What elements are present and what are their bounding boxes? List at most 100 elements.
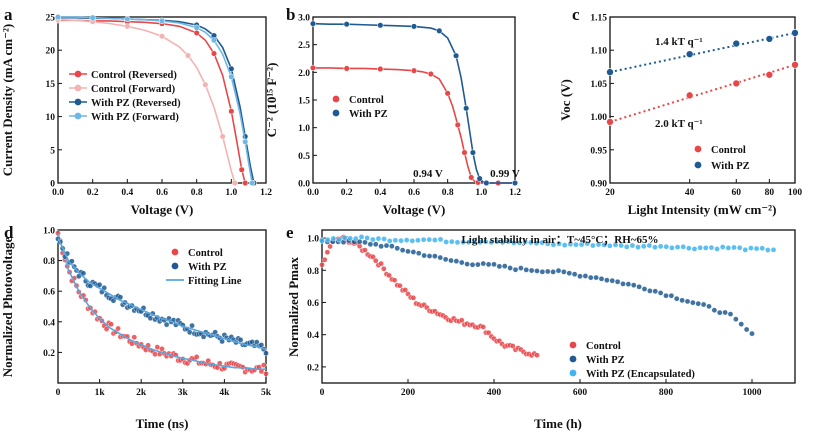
data-point (115, 325, 121, 332)
y-tick-label: 1.5 (298, 97, 310, 107)
data-point (550, 241, 557, 248)
data-point (577, 273, 583, 280)
y-tick-label: 0.4 (307, 331, 319, 341)
y-tick-label: 2.0 (298, 69, 310, 79)
data-point (598, 276, 605, 282)
legend-entry: Control (Forward) (91, 84, 176, 95)
annotation-voltage-pz: 0.99 V (490, 168, 520, 180)
data-point (555, 267, 562, 274)
data-point (499, 239, 506, 246)
legend-swatch (569, 355, 577, 363)
panel-e: e 0 200 400 600 800 1000 0.2 0.4 0.6 0.8 1.0 Time (h… (286, 223, 796, 431)
data-point (708, 244, 715, 251)
data-point (158, 17, 166, 25)
data-point (679, 297, 685, 304)
x-axis-label: Voltage (V) (383, 202, 446, 217)
data-point (341, 234, 348, 241)
x-axis-label: Time (h) (534, 416, 582, 431)
data-point (386, 272, 392, 279)
data-point (719, 244, 726, 250)
data-point (426, 253, 433, 259)
x-tick-label: 0 (56, 388, 61, 398)
data-point (219, 338, 225, 345)
data-point (765, 35, 774, 43)
x-tick-label: 0.0 (307, 188, 319, 198)
data-point (405, 248, 411, 255)
data-point (625, 281, 632, 287)
data-point (736, 244, 743, 251)
data-point (324, 236, 331, 243)
data-point (571, 271, 578, 277)
data-point (237, 337, 244, 343)
data-point (389, 243, 395, 249)
data-point (477, 239, 483, 246)
data-point (686, 245, 692, 251)
data-point (347, 235, 354, 242)
data-point (461, 149, 468, 156)
data-point (496, 263, 503, 270)
data-point (131, 334, 138, 341)
legend-swatch (569, 341, 577, 349)
y-tick-label: 5 (50, 146, 55, 156)
legend: Control With PZ (332, 95, 388, 120)
data-point (727, 311, 734, 317)
series-line (312, 22, 515, 184)
panel-letter: d (4, 223, 14, 242)
data-point (475, 261, 481, 268)
data-point (609, 277, 616, 284)
x-tick-label: 100 (788, 188, 803, 198)
data-point (505, 238, 512, 245)
x-tick-label: 200 (401, 388, 416, 398)
x-tick-label: 0.6 (408, 188, 420, 198)
plot-frame (57, 229, 267, 384)
data-point (695, 300, 702, 307)
data-point (124, 15, 131, 23)
data-point (358, 234, 365, 240)
data-point (370, 254, 376, 260)
data-point (539, 239, 545, 246)
series-with-pz-encapsulated- (319, 234, 777, 253)
data-point (770, 247, 777, 253)
x-tick-label: 1k (95, 388, 106, 398)
data-point (437, 236, 444, 243)
legend-swatch (694, 161, 702, 169)
data-point (742, 247, 749, 253)
data-point (582, 273, 589, 279)
y-axis-label: Normalized Photovoltage (0, 237, 15, 378)
panel-letter: b (286, 5, 295, 24)
data-point (343, 65, 350, 72)
data-point (511, 240, 517, 246)
y-tick-label: 10 (46, 113, 56, 123)
data-point (668, 292, 675, 299)
data-point (458, 317, 465, 324)
data-point (618, 242, 624, 249)
data-point (378, 243, 384, 250)
data-point (377, 65, 384, 73)
y-tick-label: 3.0 (298, 14, 310, 24)
data-point (375, 235, 382, 242)
data-point (732, 79, 741, 88)
data-point (228, 108, 235, 115)
legend-swatch (74, 98, 82, 106)
legend-entry: With PZ (Reversed) (91, 98, 181, 109)
data-point (791, 29, 799, 37)
legend: Control With PZ Fitting Line (166, 248, 242, 287)
legend: Control With PZ (694, 145, 750, 172)
data-point (426, 236, 433, 243)
data-point (402, 287, 409, 293)
x-tick-label: 5k (261, 388, 272, 398)
data-point (539, 269, 546, 275)
data-point (454, 239, 461, 246)
legend-entry: Control (711, 145, 746, 156)
y-tick-label: 0.90 (590, 180, 607, 190)
data-point (444, 90, 451, 97)
data-point (367, 241, 374, 248)
data-point (471, 238, 478, 245)
legend-entry: With PZ (711, 161, 750, 172)
legend-entry: With PZ (586, 355, 625, 366)
data-point (706, 303, 712, 310)
data-point (584, 240, 591, 247)
legend-entry: With PZ (Encapsulated) (586, 369, 695, 380)
data-point (732, 39, 741, 48)
